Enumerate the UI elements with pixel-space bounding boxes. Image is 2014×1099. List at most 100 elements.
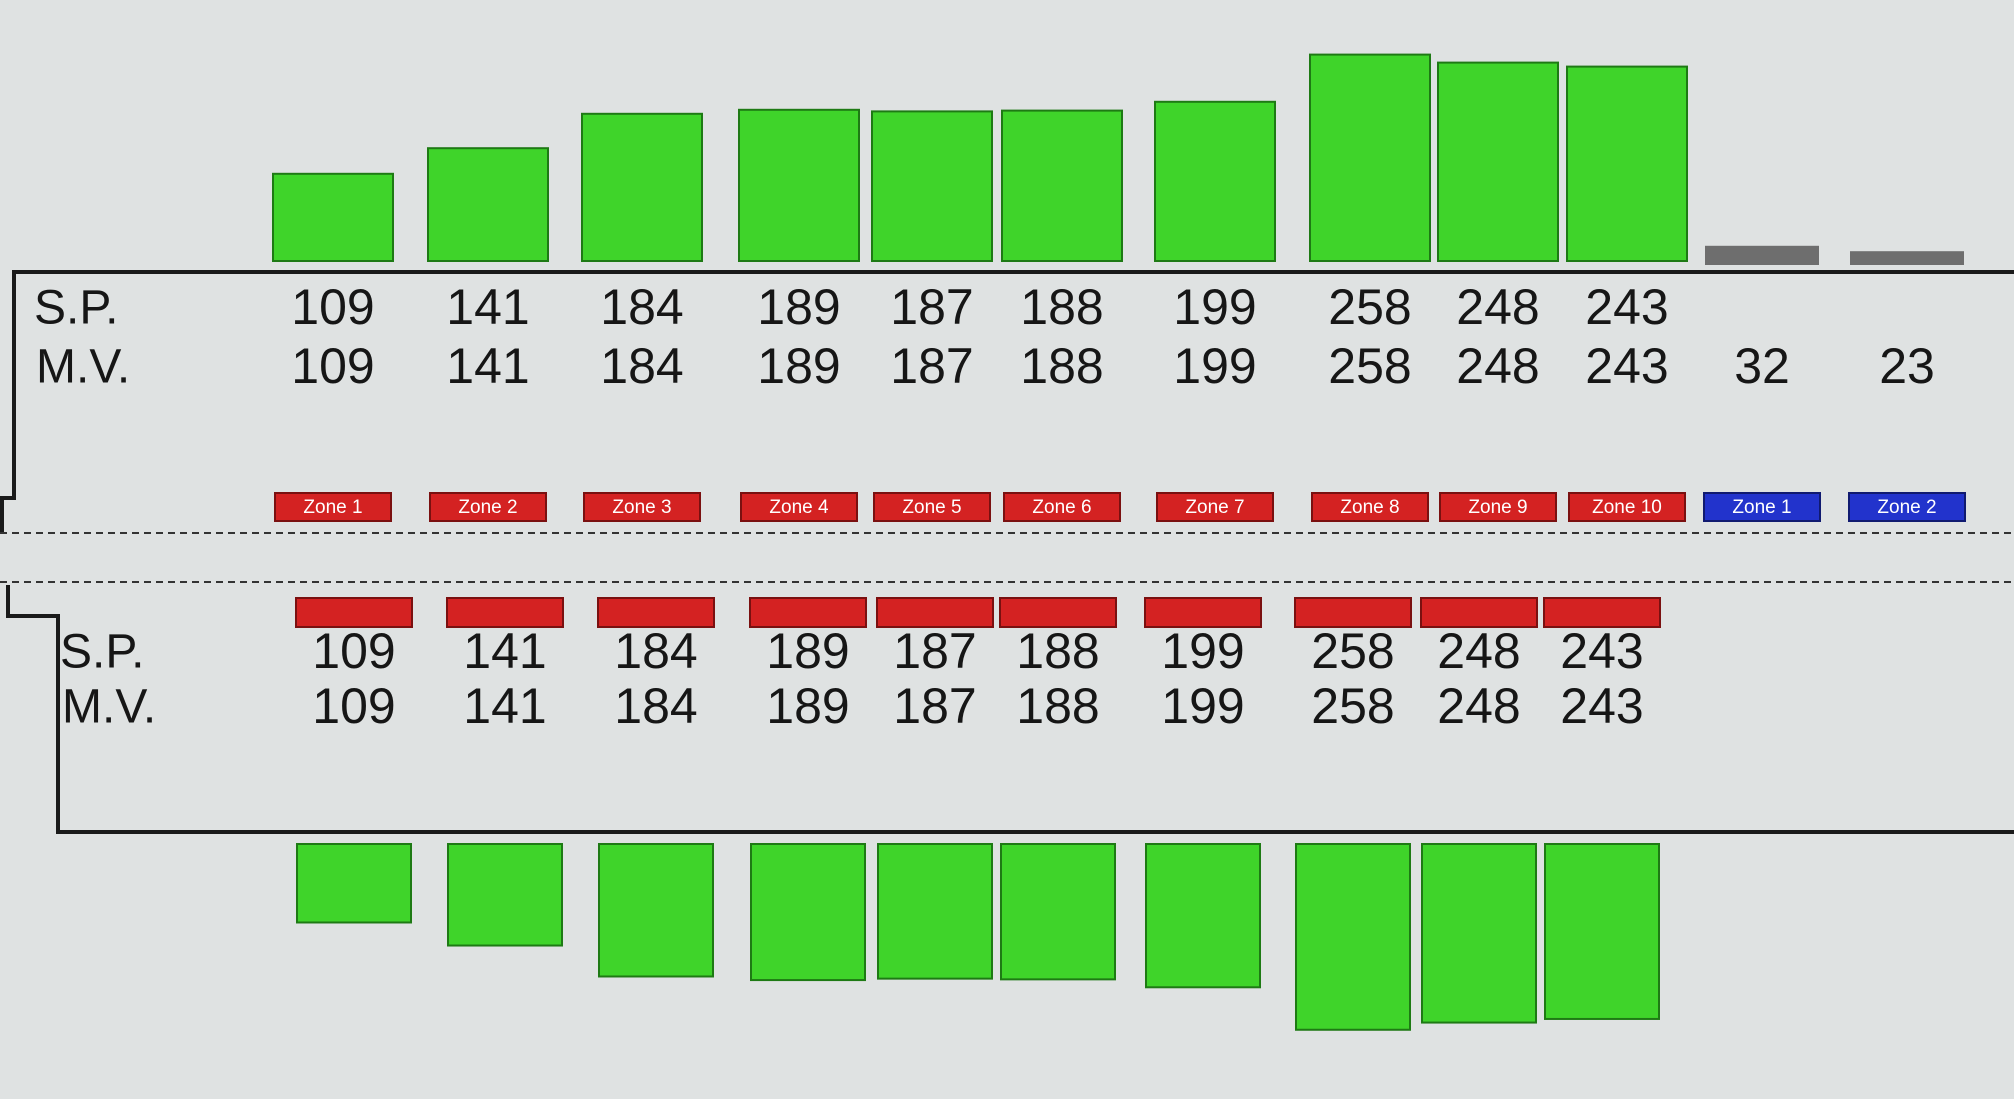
zone-indicator [1420, 597, 1538, 628]
mv-value: 32 [1734, 338, 1790, 394]
zone-button[interactable] [1439, 492, 1557, 522]
temperature-bar [581, 112, 703, 262]
sp-value: 188 [1020, 279, 1103, 335]
zone-button-label[interactable]: Zone 6 [1032, 497, 1091, 518]
temperature-bar [1705, 245, 1819, 265]
zone-button[interactable] [1568, 492, 1686, 522]
zone-button[interactable] [873, 492, 991, 522]
zone-button-label[interactable]: Zone 7 [1185, 497, 1244, 518]
mv-value: 258 [1311, 678, 1394, 734]
zone-indicator [1294, 597, 1412, 628]
mv-value: 258 [1328, 338, 1411, 394]
sp-value: 258 [1311, 623, 1394, 679]
zone-button-label[interactable]: Zone 9 [1468, 497, 1527, 518]
mv-value: 248 [1437, 678, 1520, 734]
temperature-bar [1000, 843, 1116, 981]
mv-value: 199 [1173, 338, 1256, 394]
sp-value: 243 [1585, 279, 1668, 335]
zone-indicator [597, 597, 715, 628]
zone-indicator [1543, 597, 1661, 628]
zone-button[interactable] [740, 492, 858, 522]
temperature-bar [1309, 53, 1431, 262]
mv-value: 243 [1585, 338, 1668, 394]
bottom-panel-border [6, 585, 2014, 834]
temperature-bar [1850, 251, 1964, 265]
sp-value: 184 [614, 623, 697, 679]
mv-value: 188 [1020, 338, 1103, 394]
zone-indicator [999, 597, 1117, 628]
mv-value: 243 [1560, 678, 1643, 734]
mv-value: 199 [1161, 678, 1244, 734]
zone-button[interactable] [274, 492, 392, 522]
top-panel-border [0, 270, 2014, 533]
zone-button-label[interactable]: Zone 1 [1732, 497, 1791, 518]
sp-value: 189 [766, 623, 849, 679]
zone-indicator [446, 597, 564, 628]
mv-value: 109 [312, 678, 395, 734]
temperature-bar [1566, 65, 1688, 262]
mv-value: 187 [890, 338, 973, 394]
temperature-bar [871, 110, 993, 263]
temperature-bar [877, 843, 993, 980]
sp-value: 248 [1456, 279, 1539, 335]
temperature-bar [447, 843, 563, 947]
temperature-bar [427, 147, 549, 262]
mv-label: M.V. [62, 681, 156, 734]
zone-button-label[interactable]: Zone 4 [769, 497, 829, 518]
temperature-bar [296, 843, 412, 924]
zone-button[interactable] [429, 492, 547, 522]
sp-label: S.P. [60, 626, 145, 679]
temperature-bar [1437, 61, 1559, 262]
sp-value: 184 [600, 279, 683, 335]
temperature-bar [738, 108, 860, 262]
temperature-bar [750, 843, 866, 982]
sp-value: 188 [1016, 623, 1099, 679]
zone-indicator [1144, 597, 1262, 628]
zone-button[interactable] [1703, 492, 1821, 522]
mv-value: 23 [1879, 338, 1935, 394]
sp-value: 248 [1437, 623, 1520, 679]
sp-value: 109 [312, 623, 395, 679]
zone-indicator [876, 597, 994, 628]
sp-value: 243 [1560, 623, 1643, 679]
zone-button-label[interactable]: Zone 2 [458, 497, 517, 518]
sp-value: 187 [890, 279, 973, 335]
zone-button-label[interactable]: Zone 2 [1877, 497, 1936, 518]
mv-value: 184 [600, 338, 683, 394]
zone-button[interactable] [1003, 492, 1121, 522]
mv-value: 141 [446, 338, 529, 394]
zone-button[interactable] [1848, 492, 1966, 522]
zone-indicator [749, 597, 867, 628]
temperature-bar [598, 843, 714, 978]
sp-value: 141 [463, 623, 546, 679]
mv-value: 189 [766, 678, 849, 734]
zone-button-label[interactable]: Zone 3 [612, 497, 671, 518]
zone-indicator [295, 597, 413, 628]
zone-button-label[interactable]: Zone 10 [1592, 497, 1662, 518]
sp-value: 109 [291, 279, 374, 335]
zone-button-label[interactable]: Zone 1 [303, 497, 362, 518]
zone-button-label[interactable]: Zone 5 [902, 497, 961, 518]
sp-label: S.P. [34, 282, 119, 335]
zone-button[interactable] [1156, 492, 1274, 522]
mv-value: 189 [757, 338, 840, 394]
zone-button-label[interactable]: Zone 8 [1340, 497, 1399, 518]
sp-value: 258 [1328, 279, 1411, 335]
sp-value: 187 [893, 623, 976, 679]
mv-value: 188 [1016, 678, 1099, 734]
temperature-bar [1145, 843, 1261, 989]
temperature-bar [1001, 109, 1123, 262]
mv-value: 141 [463, 678, 546, 734]
sp-value: 141 [446, 279, 529, 335]
temperature-bar [1295, 843, 1411, 1031]
zone-button[interactable] [583, 492, 701, 522]
zone-button[interactable] [1311, 492, 1429, 522]
mv-value: 184 [614, 678, 697, 734]
mv-value: 248 [1456, 338, 1539, 394]
mv-value: 187 [893, 678, 976, 734]
sp-value: 199 [1161, 623, 1244, 679]
temperature-bar [272, 172, 394, 262]
temperature-bar [1544, 843, 1660, 1020]
mv-value: 109 [291, 338, 374, 394]
